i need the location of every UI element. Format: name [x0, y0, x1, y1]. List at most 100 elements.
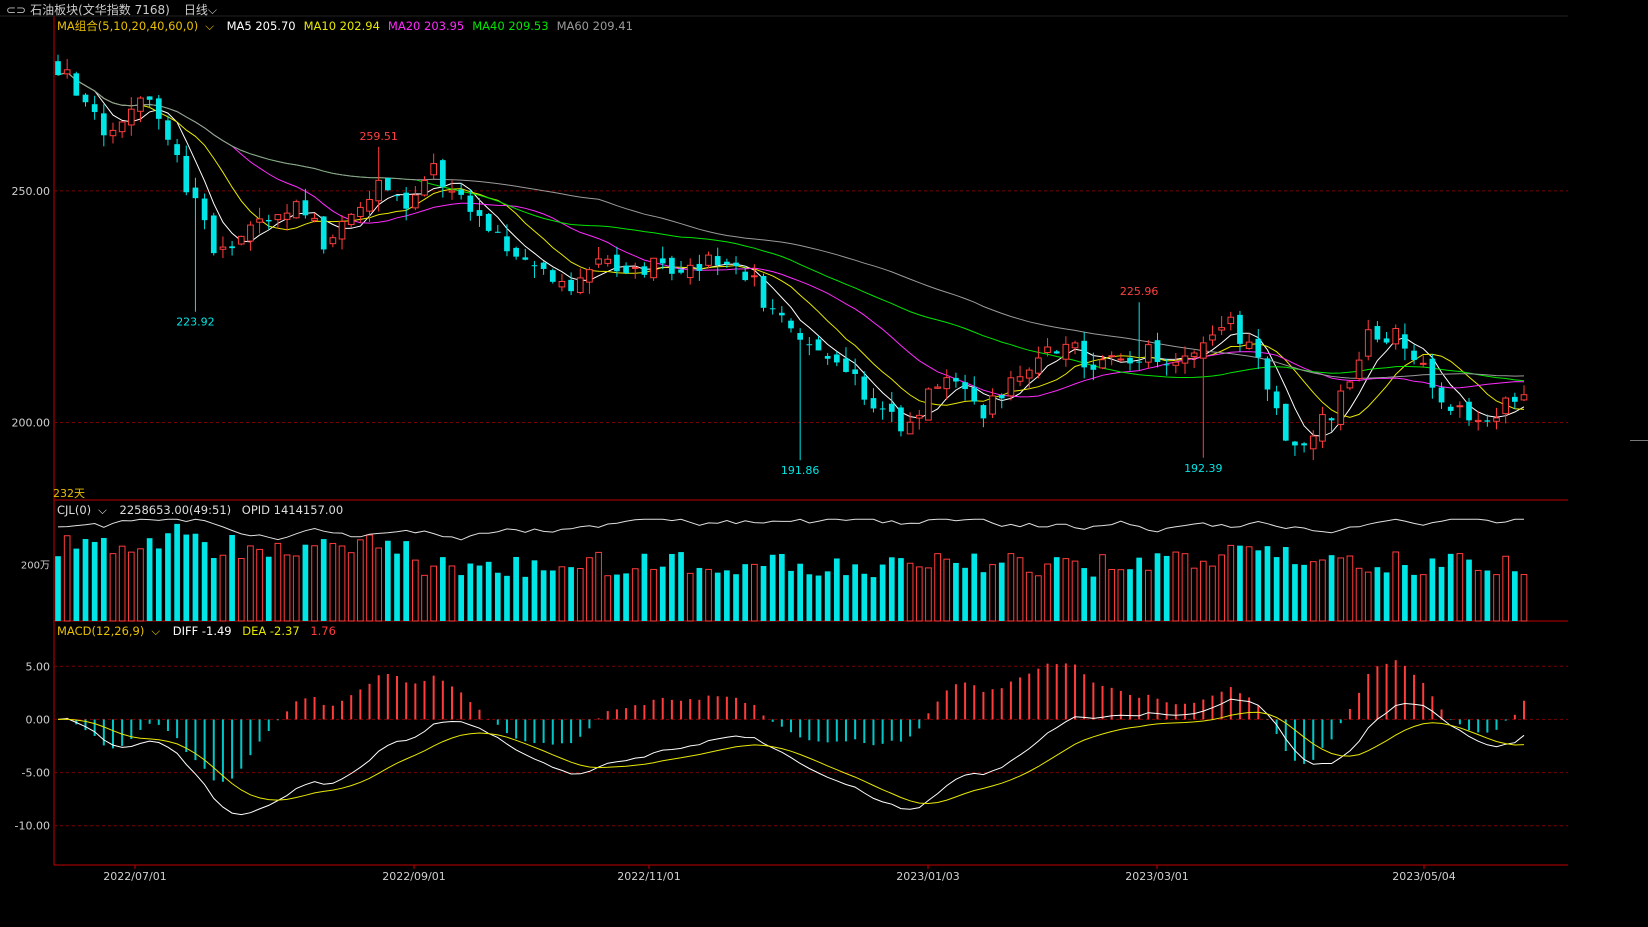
volume-bar — [504, 575, 510, 621]
volume-bar — [1163, 555, 1170, 621]
candle-body — [100, 113, 107, 136]
volume-bar — [91, 541, 98, 621]
volume-bar — [467, 563, 474, 621]
volume-bar — [888, 557, 895, 621]
candle-body — [778, 312, 785, 316]
volume-bar — [385, 540, 391, 621]
candle-body — [513, 247, 519, 257]
volume-bar — [650, 568, 657, 622]
volume-bar — [347, 552, 355, 622]
volume-bar — [1081, 568, 1088, 621]
candle-body — [586, 269, 593, 283]
volume-bar — [861, 573, 868, 621]
candle-body — [1016, 376, 1024, 382]
ma-indicator-selector[interactable]: MA组合(5,10,20,40,60,0) ⌵ — [57, 19, 221, 33]
candle-body — [1484, 420, 1491, 422]
volume-bar — [778, 553, 785, 621]
volume-indicator-selector[interactable]: CJL(0) ⌵ — [57, 503, 114, 517]
ma-line-ma60 — [57, 71, 1525, 379]
volume-bar — [430, 565, 438, 622]
title-group[interactable]: ⊂⊃ 石油板块(文华指数 7168) — [6, 1, 170, 18]
macd-diff-line — [57, 698, 1525, 816]
extreme-label: 192.39 — [1184, 462, 1223, 475]
volume-bar — [137, 548, 144, 622]
candle-body — [1154, 340, 1161, 362]
volume-bar — [733, 574, 739, 621]
volume-bar — [1309, 561, 1317, 622]
candle-body — [375, 179, 383, 202]
candle-body — [714, 256, 721, 266]
volume-bar — [183, 534, 190, 621]
volume-bar — [962, 567, 968, 621]
volume-bar — [925, 567, 932, 622]
candle-body — [338, 221, 346, 240]
candle-body — [906, 421, 914, 435]
ma-line-ma10 — [57, 71, 1525, 418]
period-selector[interactable]: 日线⌵ — [184, 1, 217, 18]
candle-body — [669, 257, 675, 274]
volume-bar — [1383, 572, 1390, 621]
candle-body — [1364, 329, 1372, 357]
macd-tick-label: -5.00 — [22, 767, 50, 780]
ma-line-ma20 — [57, 71, 1525, 398]
chevron-down-icon: ⌵ — [151, 624, 161, 638]
candle-body — [1062, 343, 1070, 360]
candle-body — [1255, 338, 1262, 358]
candle-body — [1466, 401, 1472, 421]
candle-body — [274, 214, 282, 221]
volume-bar — [714, 572, 721, 621]
candle-body — [127, 108, 135, 126]
candle-body — [568, 279, 574, 292]
candle-body — [201, 198, 208, 221]
candle-body — [357, 206, 364, 217]
volume-bar — [1016, 557, 1024, 622]
candle-body — [824, 355, 831, 359]
macd-dea-line — [57, 711, 1525, 805]
volume-bar — [1117, 569, 1125, 622]
volume-bar — [760, 566, 767, 621]
candle-body — [1447, 406, 1454, 411]
volume-bar — [1364, 571, 1372, 622]
volume-bar — [1392, 551, 1400, 622]
candle-body — [962, 382, 968, 390]
macd-indicator-selector[interactable]: MACD(12,26,9) ⌵ — [57, 624, 167, 638]
volume-bar — [283, 554, 291, 622]
volume-bar — [998, 562, 1005, 621]
volume-bar — [1292, 564, 1298, 621]
candle-body — [696, 263, 703, 271]
candle-body — [137, 97, 144, 112]
candle-body — [183, 155, 190, 193]
volume-bar — [1053, 557, 1060, 621]
candle-body — [989, 395, 996, 415]
volume-bar — [1127, 569, 1133, 621]
candle-body — [631, 266, 639, 269]
candle-body — [467, 195, 474, 212]
volume-bar — [751, 563, 758, 622]
extreme-label: 191.86 — [781, 464, 820, 477]
candle-body — [1402, 334, 1408, 349]
candle-body — [430, 163, 438, 176]
volume-bar — [1328, 555, 1335, 621]
candle-body — [806, 344, 813, 346]
candle-body — [833, 354, 840, 363]
ma-value-3: MA40 209.53 — [472, 19, 549, 33]
link-icon: ⊂⊃ — [6, 3, 27, 17]
volume-bar — [165, 533, 171, 621]
volume-bar — [311, 545, 318, 622]
volume-bar — [1007, 553, 1015, 622]
volume-bar — [1190, 567, 1198, 622]
volume-bar — [1511, 571, 1518, 621]
candle-body — [1117, 358, 1125, 361]
volume-bar — [1282, 547, 1289, 621]
candle-body — [1071, 342, 1079, 349]
candle-body — [1301, 443, 1307, 446]
candle-body — [385, 177, 391, 191]
candle-body — [265, 219, 272, 222]
volume-bar — [403, 541, 410, 621]
candle-body — [1511, 396, 1518, 402]
volume-bar — [485, 561, 492, 621]
volume-bar — [843, 575, 849, 621]
volume-bar — [806, 574, 813, 621]
chevron-down-icon: ⌵ — [98, 503, 107, 517]
